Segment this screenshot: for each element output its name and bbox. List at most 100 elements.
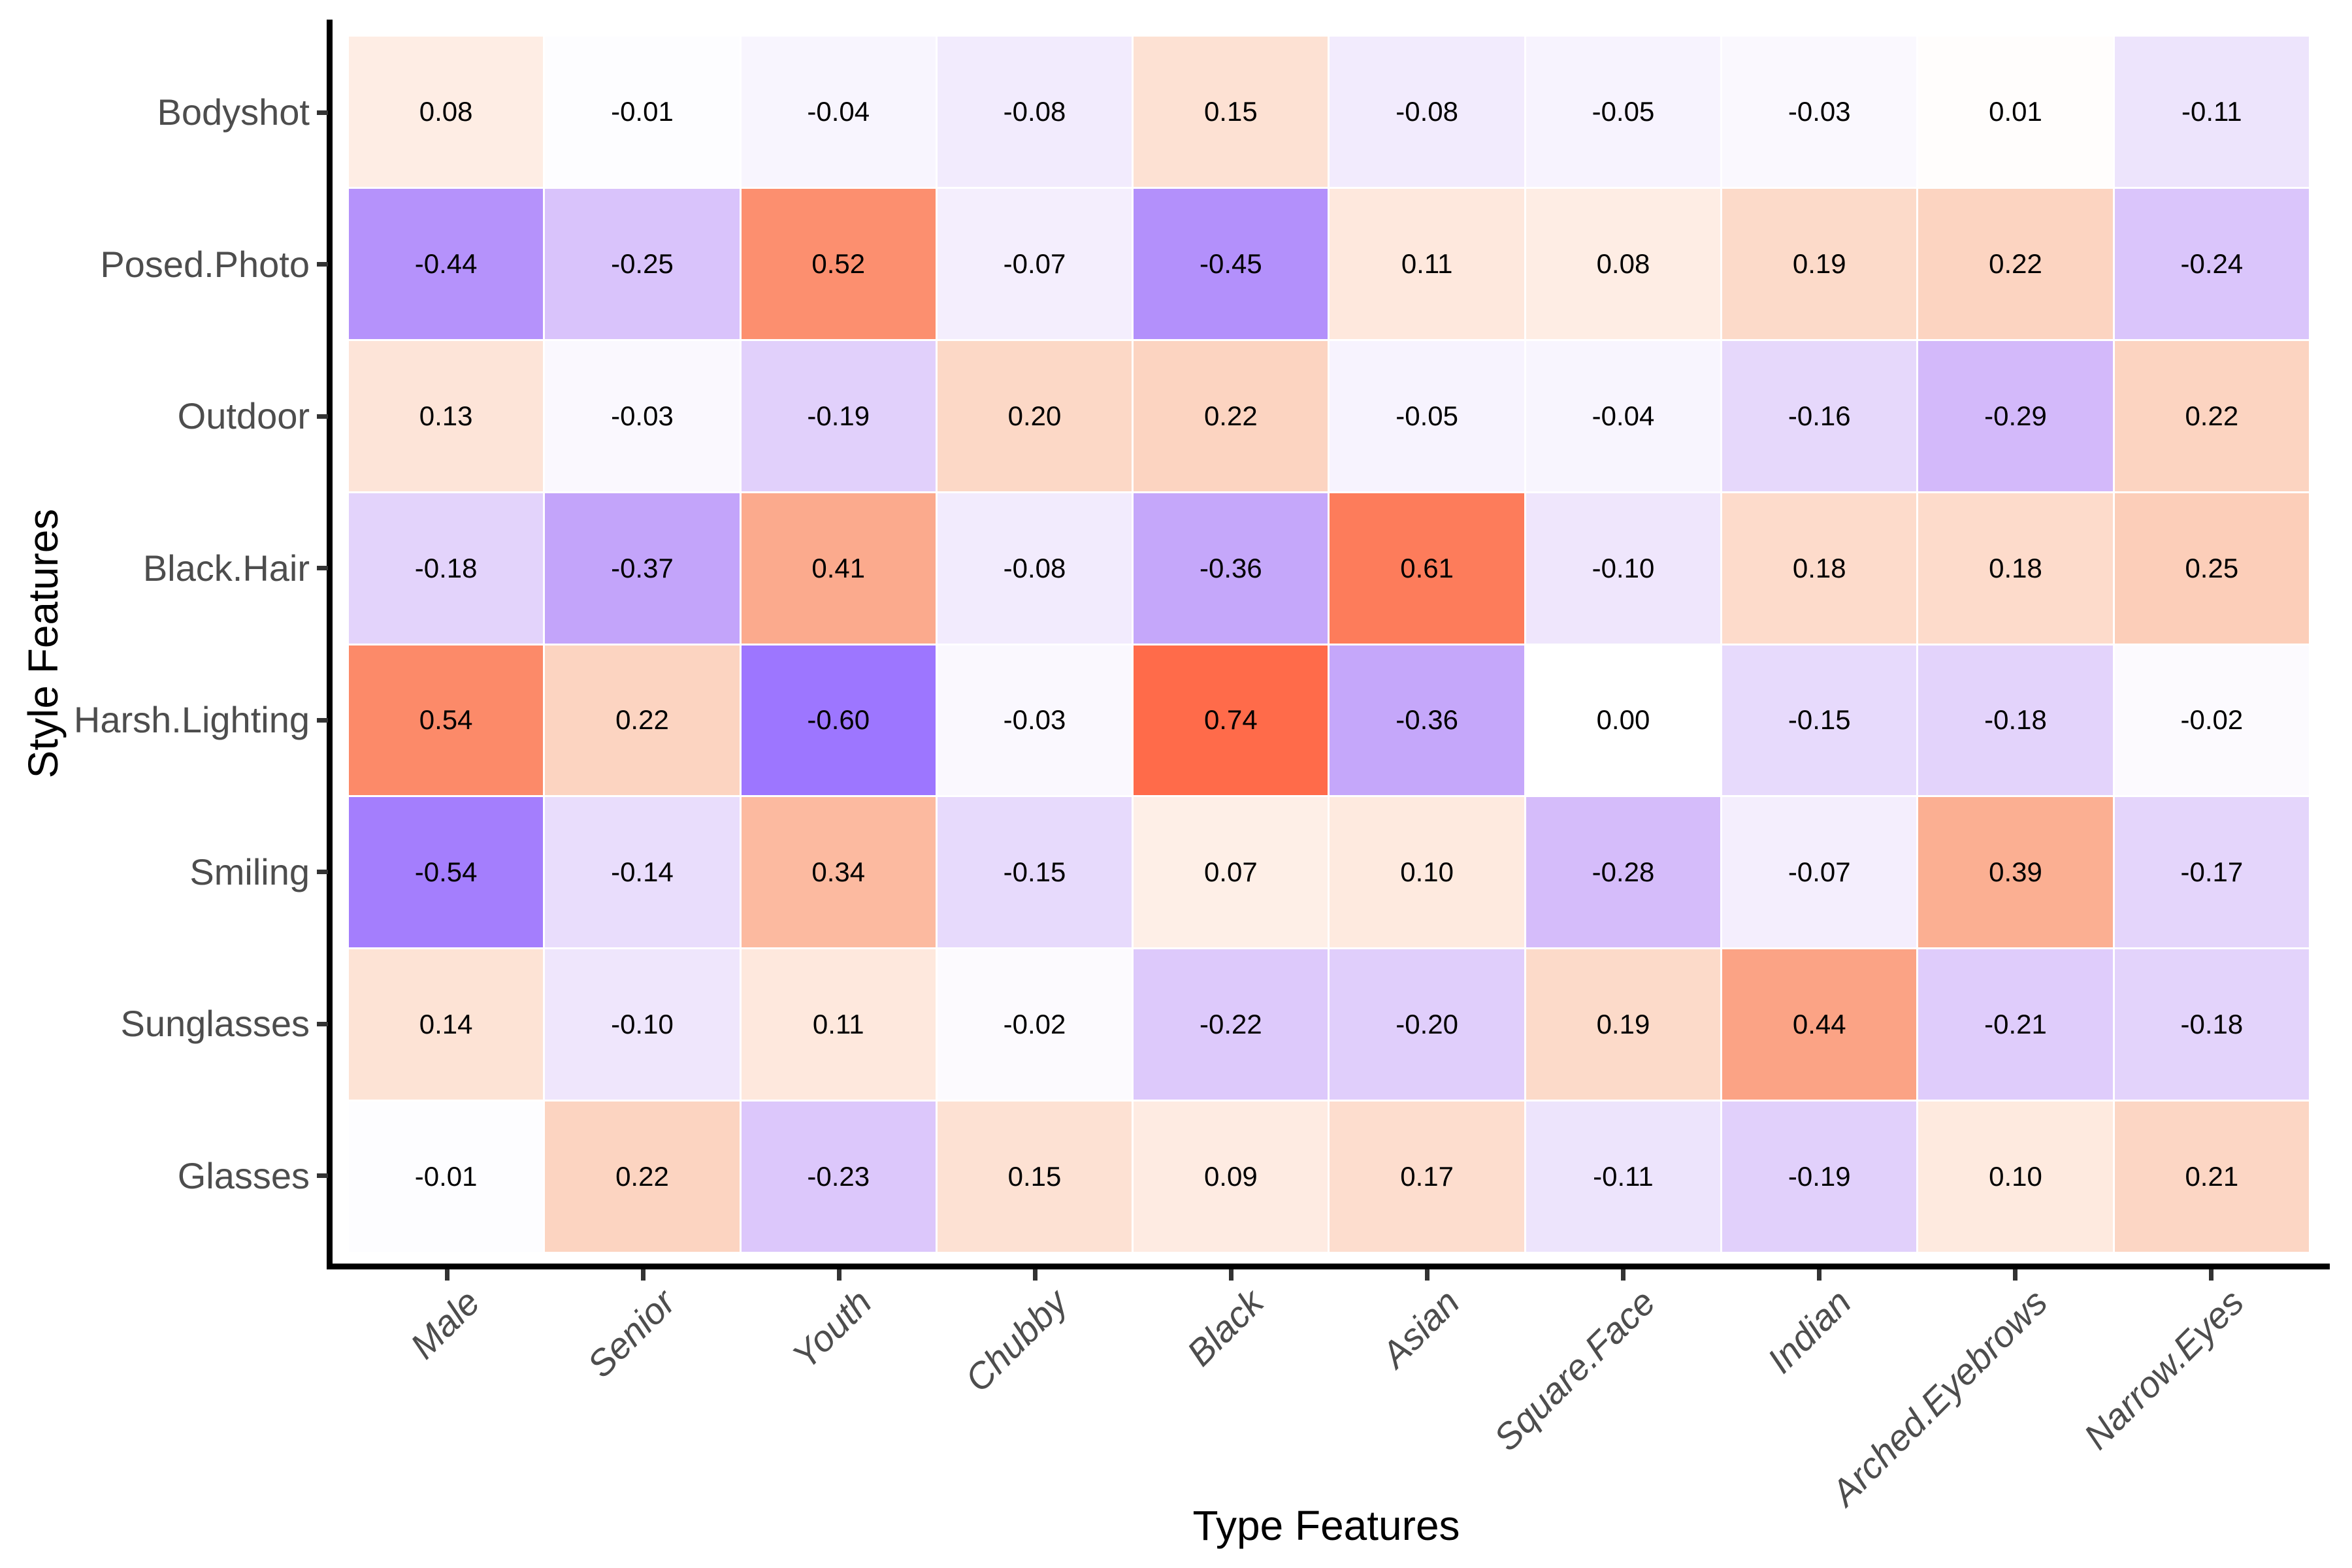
heatmap-cell: 0.52: [741, 188, 936, 339]
heatmap-cell: 0.10: [1918, 1102, 2113, 1252]
heatmap-cell: -0.08: [937, 493, 1132, 644]
heatmap-cell: -0.19: [1722, 1102, 1917, 1252]
x-tick-mark: [1228, 1269, 1233, 1281]
heatmap-cell: 0.39: [1918, 797, 2113, 948]
y-tick-mark: [317, 1021, 328, 1026]
heatmap-cell: -0.15: [937, 797, 1132, 948]
heatmap-cell: -0.07: [937, 188, 1132, 339]
x-tick-mark: [1424, 1269, 1429, 1281]
heatmap-cell: -0.01: [349, 1102, 544, 1252]
heatmap-cell: -0.20: [1330, 949, 1524, 1100]
heatmap-cell: 0.10: [1330, 797, 1524, 948]
heatmap-cell: -0.18: [349, 493, 544, 644]
x-tick-mark: [640, 1269, 645, 1281]
heatmap-cell: -0.23: [741, 1102, 936, 1252]
heatmap-cell: 0.15: [937, 1102, 1132, 1252]
y-tick-label: Sunglasses: [120, 1003, 310, 1045]
heatmap-cell: -0.11: [2114, 37, 2309, 187]
heatmap-cell: 0.01: [1918, 37, 2113, 187]
x-tick-mark: [1816, 1269, 1821, 1281]
heatmap-cell: 0.74: [1134, 645, 1328, 796]
heatmap-cell: 0.22: [1134, 340, 1328, 491]
y-tick-mark: [317, 1173, 328, 1179]
y-tick-label: Black.Hair: [142, 547, 310, 589]
heatmap-cell: -0.18: [2114, 949, 2309, 1100]
heatmap-cell: -0.25: [545, 188, 740, 339]
heatmap-cell: -0.11: [1526, 1102, 1721, 1252]
heatmap-cell: -0.03: [937, 645, 1132, 796]
x-tick-mark: [836, 1269, 841, 1281]
x-axis-title: Type Features: [1192, 1502, 1460, 1549]
x-tick-mark: [1032, 1269, 1037, 1281]
y-axis-line: [327, 20, 333, 1269]
heatmap-cell: -0.16: [1722, 340, 1917, 491]
x-tick-mark: [444, 1269, 449, 1281]
y-tick-mark: [317, 262, 328, 267]
heatmap-cell: 0.34: [741, 797, 936, 948]
y-tick-label: Smiling: [189, 851, 310, 892]
heatmap-cell: -0.07: [1722, 797, 1917, 948]
heatmap-cell: 0.19: [1722, 188, 1917, 339]
heatmap-cell: 0.18: [1722, 493, 1917, 644]
y-tick-label: Glasses: [177, 1154, 310, 1196]
heatmap-cell: 0.22: [545, 1102, 740, 1252]
heatmap-cell: -0.19: [741, 340, 936, 491]
y-tick-mark: [317, 414, 328, 419]
heatmap-cell: -0.03: [1722, 37, 1917, 187]
heatmap-cell: -0.05: [1330, 340, 1524, 491]
heatmap-grid: 0.08 -0.01 -0.04 -0.08 0.15 -0.08 -0.05 -0.03 0.…: [349, 37, 2309, 1252]
heatmap-cell: -0.10: [545, 949, 740, 1100]
heatmap-cell: -0.36: [1330, 645, 1524, 796]
y-tick-mark: [317, 566, 328, 571]
heatmap-cell: 0.13: [349, 340, 544, 491]
y-tick-mark: [317, 870, 328, 875]
heatmap-cell: -0.21: [1918, 949, 2113, 1100]
heatmap-cell: -0.36: [1134, 493, 1328, 644]
heatmap-cell: -0.02: [937, 949, 1132, 1100]
x-tick-label: Male: [402, 1281, 487, 1367]
x-tick-mark: [2208, 1269, 2213, 1281]
heatmap-cell: 0.22: [1918, 188, 2113, 339]
heatmap-cell: 0.11: [1330, 188, 1524, 339]
y-tick-label: Harsh.Lighting: [73, 699, 310, 741]
x-axis-line: [327, 1264, 2330, 1269]
heatmap-cell: 0.41: [741, 493, 936, 644]
x-tick-mark: [2012, 1269, 2017, 1281]
heatmap-cell: -0.04: [741, 37, 936, 187]
y-tick-label: Outdoor: [177, 395, 310, 437]
heatmap-cell: -0.60: [741, 645, 936, 796]
heatmap-cell: 0.44: [1722, 949, 1917, 1100]
heatmap-cell: 0.22: [2114, 340, 2309, 491]
heatmap-cell: 0.19: [1526, 949, 1721, 1100]
heatmap-cell: 0.25: [2114, 493, 2309, 644]
heatmap-cell: -0.01: [545, 37, 740, 187]
heatmap-cell: 0.08: [349, 37, 544, 187]
heatmap-cell: -0.08: [1330, 37, 1524, 187]
heatmap-cell: -0.22: [1134, 949, 1328, 1100]
heatmap-cell: 0.08: [1526, 188, 1721, 339]
heatmap-cell: 0.00: [1526, 645, 1721, 796]
heatmap-cell: 0.09: [1134, 1102, 1328, 1252]
heatmap-cell: -0.17: [2114, 797, 2309, 948]
x-tick-label: Black: [1179, 1281, 1271, 1374]
heatmap-cell: 0.18: [1918, 493, 2113, 644]
heatmap-cell: -0.28: [1526, 797, 1721, 948]
heatmap-cell: -0.44: [349, 188, 544, 339]
heatmap-cell: -0.15: [1722, 645, 1917, 796]
x-tick-label: Indian: [1759, 1281, 1859, 1381]
y-tick-label: Bodyshot: [157, 91, 310, 133]
heatmap-cell: -0.05: [1526, 37, 1721, 187]
x-tick-label: Youth: [783, 1281, 879, 1377]
heatmap-cell: -0.02: [2114, 645, 2309, 796]
heatmap-cell: -0.18: [1918, 645, 2113, 796]
x-tick-label: Arched.Eyebrows: [1823, 1281, 2055, 1514]
x-tick-label: Chubby: [956, 1281, 1075, 1400]
heatmap-cell: 0.17: [1330, 1102, 1524, 1252]
heatmap-cell: -0.29: [1918, 340, 2113, 491]
heatmap-cell: 0.22: [545, 645, 740, 796]
heatmap-cell: 0.07: [1134, 797, 1328, 948]
heatmap-cell: -0.14: [545, 797, 740, 948]
heatmap-cell: 0.14: [349, 949, 544, 1100]
x-tick-label: Asian: [1373, 1281, 1467, 1375]
